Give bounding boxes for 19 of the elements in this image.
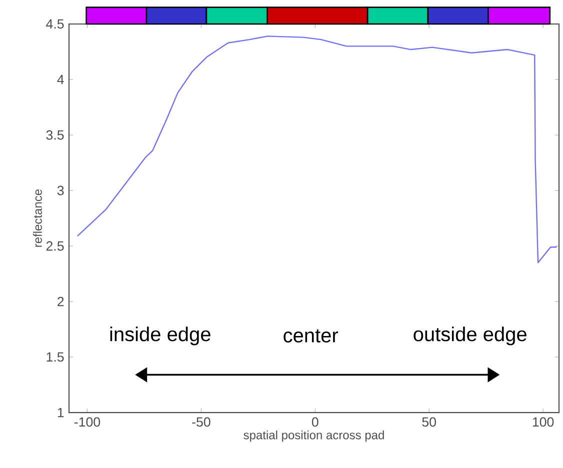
y-tick-label: 3 [57,186,64,196]
x-tick-label: -100 [74,417,100,427]
x-axis-title: spatial position across pad [244,430,384,442]
annotation: inside edge [110,326,210,346]
y-axis-title: reflectance [33,189,42,247]
annotation: center [284,329,338,342]
x-tick-label: 0 [312,417,318,427]
y-tick-label: 4.5 [46,19,64,29]
annotation: outside edge [414,326,526,346]
y-tick-label: 4 [57,74,64,84]
y-tick-label: 2.5 [46,241,64,251]
x-tick-label: -50 [192,417,210,427]
line-series [76,36,558,264]
y-tick-label: 1.5 [46,352,64,362]
x-tick-label: 100 [532,417,554,427]
y-tick-label: 3.5 [46,130,64,140]
y-tick-label: 2 [58,296,64,306]
x-tick-label: 50 [422,417,436,427]
y-tick-label: 1 [58,408,64,418]
